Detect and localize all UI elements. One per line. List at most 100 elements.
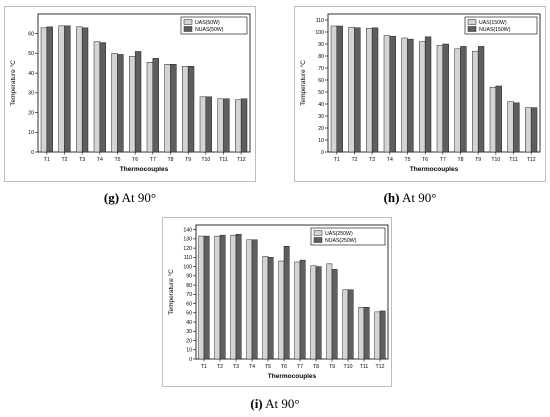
- bar-nuas: [354, 27, 361, 153]
- x-tick-label: T5: [114, 157, 120, 163]
- x-tick-label: T2: [61, 157, 67, 163]
- bar-uas: [93, 41, 101, 153]
- x-axis-label: Thermocouples: [410, 166, 459, 173]
- bar-uas: [342, 289, 349, 360]
- y-tick-label: 90: [186, 274, 192, 280]
- y-tick-label: 50: [186, 311, 192, 317]
- bar-nuas: [267, 257, 274, 360]
- x-tick-label: T11: [219, 157, 228, 163]
- y-tick-label: 30: [318, 114, 324, 120]
- bar-nuas: [513, 102, 520, 153]
- x-axis-label: Thermocouples: [120, 166, 169, 173]
- legend-label: NUAS(250W): [325, 238, 357, 244]
- legend-swatch: [467, 19, 477, 25]
- legend: UAS(150W)NUAS(150W): [464, 16, 538, 35]
- y-tick-label: 90: [318, 42, 324, 48]
- y-tick-label: 120: [183, 246, 192, 252]
- y-tick-label: 60: [318, 78, 324, 84]
- y-tick-label: 10: [28, 130, 34, 136]
- x-tick-label: T8: [457, 157, 463, 163]
- x-tick-label: T6: [422, 157, 428, 163]
- bar-uas: [58, 25, 65, 153]
- bar-chart-i: 0 10 20 30 40 50 60 70 80 90 100 110 120 130 140 T1 T2 T3…: [162, 217, 392, 387]
- x-axis-label: Thermocouples: [268, 373, 317, 380]
- bar-uas: [401, 37, 408, 153]
- caption-h: (h) At 90°: [360, 190, 460, 206]
- bar-uas: [278, 260, 285, 360]
- bar-uas: [246, 239, 253, 360]
- x-tick-label: T10: [491, 157, 500, 163]
- plot-area: [195, 224, 389, 360]
- legend-swatch: [183, 19, 193, 25]
- bar-uas: [310, 265, 317, 360]
- legend-label: NUAS(150W): [479, 27, 511, 33]
- bar-uas: [199, 96, 207, 153]
- x-tick-label: T9: [329, 364, 335, 370]
- y-tick-label: 30: [28, 91, 34, 97]
- bar-uas: [262, 256, 269, 360]
- bar-uas: [374, 311, 381, 360]
- y-tick-label: 40: [186, 320, 192, 326]
- bar-uas: [129, 56, 136, 153]
- bar-nuas: [363, 306, 370, 360]
- bar-uas: [383, 35, 391, 153]
- x-tick-label: T9: [185, 157, 191, 163]
- plot-area: [37, 13, 251, 153]
- y-tick-label: 30: [186, 329, 192, 335]
- caption-text: At 90°: [119, 190, 157, 205]
- y-tick-label: 10: [186, 348, 192, 354]
- y-tick-label: 50: [28, 51, 34, 57]
- caption-letter: (g): [103, 190, 120, 205]
- x-tick-label: T7: [150, 157, 156, 163]
- legend-box: [464, 16, 538, 35]
- bar-uas: [198, 235, 205, 360]
- bar-nuas: [117, 54, 124, 153]
- caption-i: (i) At 90°: [225, 396, 325, 412]
- y-tick-label: 0: [321, 150, 324, 156]
- bar-nuas: [203, 235, 210, 360]
- y-tick-label: 20: [28, 110, 34, 116]
- y-tick-label: 110: [316, 18, 324, 24]
- bar-uas: [230, 234, 237, 360]
- x-tick-label: T8: [313, 364, 319, 370]
- y-tick-label: 60: [28, 32, 34, 38]
- y-tick-label: 110: [184, 255, 192, 261]
- x-tick-label: T11: [360, 364, 369, 370]
- bar-nuas: [460, 46, 467, 153]
- bar-nuas: [251, 239, 258, 360]
- bar-uas: [507, 101, 514, 153]
- legend-swatch: [467, 26, 477, 32]
- legend-label: UAS(150W): [479, 20, 507, 26]
- bar-uas: [326, 263, 333, 360]
- y-tick-label: 70: [186, 292, 192, 298]
- bar-uas: [164, 64, 171, 153]
- bar-chart-g: 0 10 20 30 40 50 60 T1 T2 T3 T4 T5 T6 T7 T8 T9 T10 T11 T12…: [4, 6, 256, 182]
- chart-panel-g: 0 10 20 30 40 50 60 T1 T2 T3 T4 T5 T6 T7 T8 T9 T10 T11 T12…: [4, 6, 256, 182]
- bar-nuas: [530, 107, 538, 153]
- y-tick-label: 20: [318, 126, 324, 132]
- x-tick-label: T1: [201, 364, 207, 370]
- y-tick-label: 40: [318, 102, 324, 108]
- y-tick-label: 100: [183, 264, 192, 270]
- x-tick-label: T3: [369, 157, 375, 163]
- bar-nuas: [407, 38, 414, 153]
- x-tick-label: T1: [334, 157, 340, 163]
- y-tick-label: 10: [318, 138, 324, 144]
- bar-nuas: [152, 58, 159, 153]
- legend-box: [180, 16, 248, 35]
- bar-uas: [111, 53, 118, 153]
- x-tick-label: T6: [132, 157, 138, 163]
- bar-uas: [217, 98, 224, 153]
- x-tick-label: T12: [527, 157, 536, 163]
- bar-uas: [76, 26, 83, 153]
- bar-nuas: [336, 25, 343, 153]
- legend-swatch: [313, 237, 323, 243]
- bar-uas: [419, 41, 426, 153]
- y-tick-label: 0: [31, 150, 34, 156]
- bar-nuas: [46, 26, 53, 153]
- x-tick-label: T2: [217, 364, 223, 370]
- x-tick-label: T4: [249, 364, 255, 370]
- bar-nuas: [205, 96, 212, 153]
- bar-uas: [214, 235, 221, 360]
- x-tick-label: T2: [351, 157, 357, 163]
